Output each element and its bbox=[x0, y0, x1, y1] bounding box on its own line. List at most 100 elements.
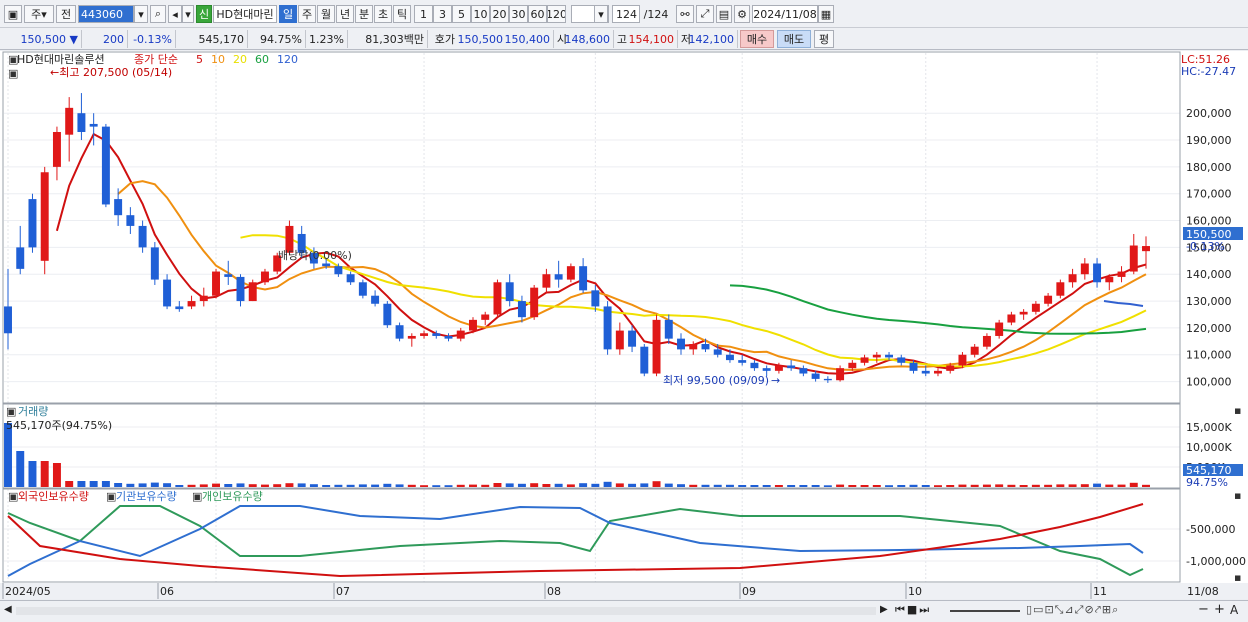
dividend-annotation: 배당락(0.00%) bbox=[278, 249, 352, 262]
candle-body bbox=[982, 335, 991, 347]
price-axis-tick: 140,000 bbox=[1186, 268, 1232, 281]
interval-dropdown-icon[interactable]: ▾ bbox=[594, 5, 608, 23]
date-input[interactable]: 2024/11/08 bbox=[752, 5, 818, 23]
x-axis-label: 2024/05 bbox=[5, 585, 51, 598]
holdings-legend-icon[interactable]: ▣ bbox=[192, 490, 202, 503]
playback-controls[interactable]: ⏮■⏭ bbox=[895, 603, 932, 616]
x-axis-label: 06 bbox=[160, 585, 174, 598]
settings-icon[interactable]: ⚙ bbox=[734, 5, 750, 23]
interval-tab-1[interactable]: 1 bbox=[414, 5, 433, 23]
link-icon[interactable]: ⚯ bbox=[676, 5, 694, 23]
volume-bar bbox=[995, 484, 1004, 487]
sound-icon[interactable]: ◂ bbox=[168, 5, 182, 23]
holdings-panel-close-icon-2[interactable]: ▪ bbox=[1234, 571, 1241, 584]
volume-bar bbox=[664, 483, 673, 487]
holdings-legend-icon[interactable]: ▣ bbox=[8, 490, 18, 503]
candle-body bbox=[65, 107, 74, 135]
scroll-right-icon[interactable]: ▶ bbox=[880, 604, 888, 615]
holdings-axis-tick: -500,000 bbox=[1186, 523, 1235, 536]
save-icon[interactable]: ▤ bbox=[716, 5, 732, 23]
ma-legend-item[interactable]: 10 bbox=[211, 53, 225, 66]
volume-panel-title: 거래량 bbox=[18, 405, 48, 418]
stock-code-input[interactable]: 443060 bbox=[78, 5, 134, 23]
ma-legend-item[interactable]: 20 bbox=[233, 53, 247, 66]
period-tab-4[interactable]: 분 bbox=[355, 5, 373, 23]
count-input[interactable]: 124 bbox=[612, 5, 640, 23]
price-axis-tick: 120,000 bbox=[1186, 322, 1232, 335]
chart-area[interactable]: 200,000 190,000 180,000 170,000 160,000 150,0… bbox=[0, 51, 1248, 599]
sell-button[interactable]: 매도 bbox=[777, 30, 811, 48]
volume-bar bbox=[187, 484, 196, 487]
period-tab-1[interactable]: 주 bbox=[298, 5, 316, 23]
candle-body bbox=[383, 303, 392, 326]
period-tab-0[interactable]: 일 bbox=[279, 5, 297, 23]
volume-bar bbox=[689, 484, 698, 487]
period-tab-3[interactable]: 년 bbox=[336, 5, 354, 23]
buy-button[interactable]: 매수 bbox=[740, 30, 774, 48]
period-tab-6[interactable]: 틱 bbox=[393, 5, 411, 23]
code-dropdown-icon[interactable]: ▾ bbox=[134, 5, 148, 23]
interval-tab-3[interactable]: 3 bbox=[433, 5, 452, 23]
volume-bar bbox=[762, 485, 771, 487]
ma-legend-item[interactable]: 120 bbox=[277, 53, 298, 66]
candle-body bbox=[469, 319, 477, 331]
volume-bar bbox=[407, 484, 416, 487]
interval-tab-10[interactable]: 10 bbox=[471, 5, 490, 23]
drawing-tools[interactable]: ▯▭⊡⤡⊿⤢⊘⤤⊞⌕ bbox=[1026, 603, 1120, 616]
period-select[interactable]: 주 ▾ bbox=[24, 5, 54, 23]
period-tab-2[interactable]: 월 bbox=[317, 5, 335, 23]
candle-body bbox=[677, 338, 685, 350]
ma-5-line bbox=[55, 132, 1147, 375]
volume-bar bbox=[77, 481, 86, 487]
ma-legend-item[interactable]: 5 bbox=[196, 53, 203, 66]
volume-bar bbox=[579, 483, 588, 487]
candle-body bbox=[542, 274, 551, 288]
zoom-out-icon[interactable]: − bbox=[1198, 602, 1209, 617]
scroll-left-icon[interactable]: ◀ bbox=[4, 604, 12, 615]
price-change: 200 bbox=[82, 30, 128, 48]
holdings-legend-item: 외국인보유수량 bbox=[18, 490, 89, 503]
zoom-slider[interactable] bbox=[950, 610, 1020, 612]
ma-legend-item[interactable]: 60 bbox=[255, 53, 269, 66]
crosshair-icon[interactable]: ⤢ bbox=[696, 5, 714, 23]
price-panel-icon[interactable]: ▣ bbox=[8, 53, 18, 66]
stock-chart-svg[interactable]: 200,000 190,000 180,000 170,000 160,000 150,0… bbox=[0, 51, 1248, 599]
auto-scale-icon[interactable]: A bbox=[1230, 603, 1239, 617]
volume-panel-close-icon[interactable]: ▪ bbox=[1234, 404, 1241, 417]
volume-bar bbox=[383, 483, 392, 487]
candle-body bbox=[836, 368, 845, 381]
candle-body bbox=[493, 282, 502, 315]
holdings-legend-icon[interactable]: ▣ bbox=[106, 490, 116, 503]
scrollbar-track[interactable] bbox=[16, 607, 876, 615]
chart-menu-icon[interactable]: ▣ bbox=[4, 5, 22, 23]
volume-axis-tick: 15,000K bbox=[1186, 421, 1232, 434]
ma-10-line bbox=[117, 180, 1147, 371]
interval-tab-60[interactable]: 60 bbox=[528, 5, 547, 23]
volume-bar bbox=[175, 485, 184, 487]
period-tab-5[interactable]: 초 bbox=[374, 5, 392, 23]
sound-dropdown-icon[interactable]: ▾ bbox=[182, 5, 194, 23]
volume-bar bbox=[297, 483, 306, 487]
low-annotation: 최저 99,500 (09/09) bbox=[663, 374, 769, 387]
candle-body bbox=[958, 354, 967, 366]
interval-tab-5[interactable]: 5 bbox=[452, 5, 471, 23]
interval-tab-120[interactable]: 120 bbox=[547, 5, 566, 23]
prev-toggle[interactable]: 전 bbox=[56, 5, 76, 23]
x-axis-label: 11/08 bbox=[1187, 585, 1219, 598]
calendar-icon[interactable]: ▦ bbox=[818, 5, 834, 23]
candle-body bbox=[150, 247, 159, 280]
volume-bar bbox=[1093, 483, 1102, 487]
zoom-in-icon[interactable]: + bbox=[1214, 602, 1225, 617]
volume-panel-icon[interactable]: ▣ bbox=[6, 405, 16, 418]
volume-bar bbox=[40, 461, 49, 487]
holdings-panel-close-icon[interactable]: ▪ bbox=[1234, 489, 1241, 502]
volume: 545,170 bbox=[176, 30, 248, 48]
eval-button[interactable]: 평 bbox=[814, 30, 834, 48]
search-icon[interactable]: ⌕ bbox=[150, 5, 166, 23]
ma-legend-item[interactable]: 종가 단순 bbox=[134, 53, 178, 66]
price-axis-tick: 100,000 bbox=[1186, 376, 1232, 389]
interval-tab-30[interactable]: 30 bbox=[509, 5, 528, 23]
interval-tab-20[interactable]: 20 bbox=[490, 5, 509, 23]
candle-body bbox=[554, 274, 563, 280]
volume-bar bbox=[628, 483, 637, 487]
